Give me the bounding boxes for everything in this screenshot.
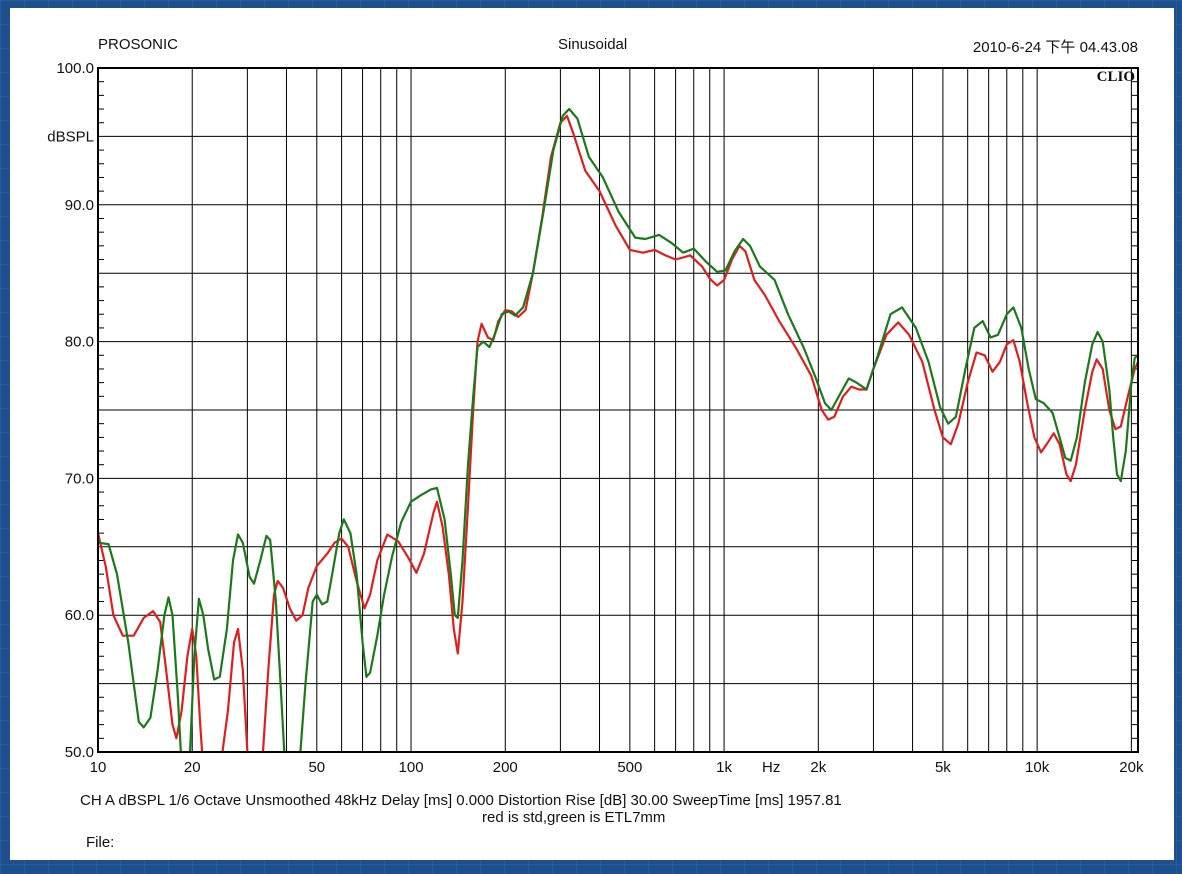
x-axis-unit-label: Hz <box>762 759 780 776</box>
y-axis-label: dBSPL <box>47 128 94 145</box>
y-tick-label: 50.0 <box>65 744 94 761</box>
plot-frame <box>97 67 1139 753</box>
y-tick-label: 70.0 <box>65 470 94 487</box>
y-tick-label: 80.0 <box>65 334 94 351</box>
x-tick-label: 10 <box>90 759 107 776</box>
x-tick-label: 5k <box>935 759 951 776</box>
y-tick-label: 60.0 <box>65 607 94 624</box>
x-tick-label: 20k <box>1119 759 1144 776</box>
header-left: PROSONIC <box>98 36 179 53</box>
header-right: 2010-6-24 下午 04.43.08 <box>972 39 1138 56</box>
clio-logo: CLIO <box>1097 69 1135 85</box>
legend-note: red is std,green is ETL7mm <box>482 809 666 826</box>
x-tick-label: 10k <box>1025 759 1050 776</box>
x-tick-label: 2k <box>810 759 826 776</box>
x-tick-label: 500 <box>617 759 642 776</box>
x-tick-label: 200 <box>493 759 518 776</box>
header-center: Sinusoidal <box>558 36 628 53</box>
file-label: File: <box>86 834 115 851</box>
chart-panel: 100.0 90.0 80.0 70.0 60.0 50.0 dBSPL 10 20 50 100 2… <box>10 8 1174 860</box>
x-tick-label: 20 <box>184 759 201 776</box>
x-tick-label: 50 <box>308 759 325 776</box>
y-tick-label: 100.0 <box>56 60 94 77</box>
measurement-settings: CH A dBSPL 1/6 Octave Unsmoothed 48kHz D… <box>80 792 842 809</box>
x-tick-label: 100 <box>399 759 424 776</box>
frequency-response-chart: 100.0 90.0 80.0 70.0 60.0 50.0 dBSPL 10 20 50 100 2… <box>47 60 1144 776</box>
series-line-green <box>98 107 1138 752</box>
series-line-red <box>98 114 1138 752</box>
y-tick-label: 90.0 <box>65 197 94 214</box>
x-tick-label: 1k <box>716 759 732 776</box>
